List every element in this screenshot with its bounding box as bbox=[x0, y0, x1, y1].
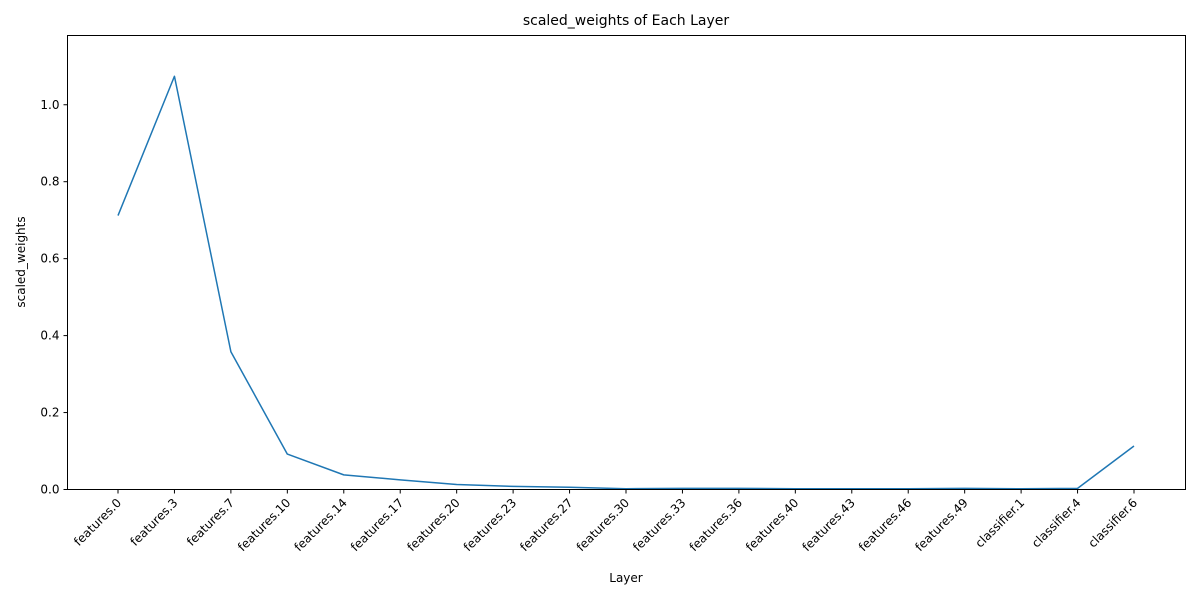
y-axis-ticks: 0.0 0.2 0.4 0.6 0.8 1.0 bbox=[40, 98, 68, 497]
y-tick-label: 0.2 bbox=[40, 406, 59, 420]
y-tick-label: 0.6 bbox=[40, 252, 59, 266]
plot-series bbox=[117, 75, 1135, 490]
y-tick-label: 0.8 bbox=[40, 175, 59, 189]
plot-area-frame bbox=[67, 35, 1186, 490]
x-axis-label: Layer bbox=[609, 571, 643, 585]
series-line bbox=[117, 75, 1135, 490]
y-tick-label: 0.4 bbox=[40, 329, 59, 343]
y-tick-label: 0.0 bbox=[40, 483, 59, 497]
chart-title: scaled_weights of Each Layer bbox=[523, 13, 730, 29]
y-tick-label: 1.0 bbox=[40, 98, 59, 112]
y-axis-label: scaled_weights bbox=[14, 216, 28, 307]
